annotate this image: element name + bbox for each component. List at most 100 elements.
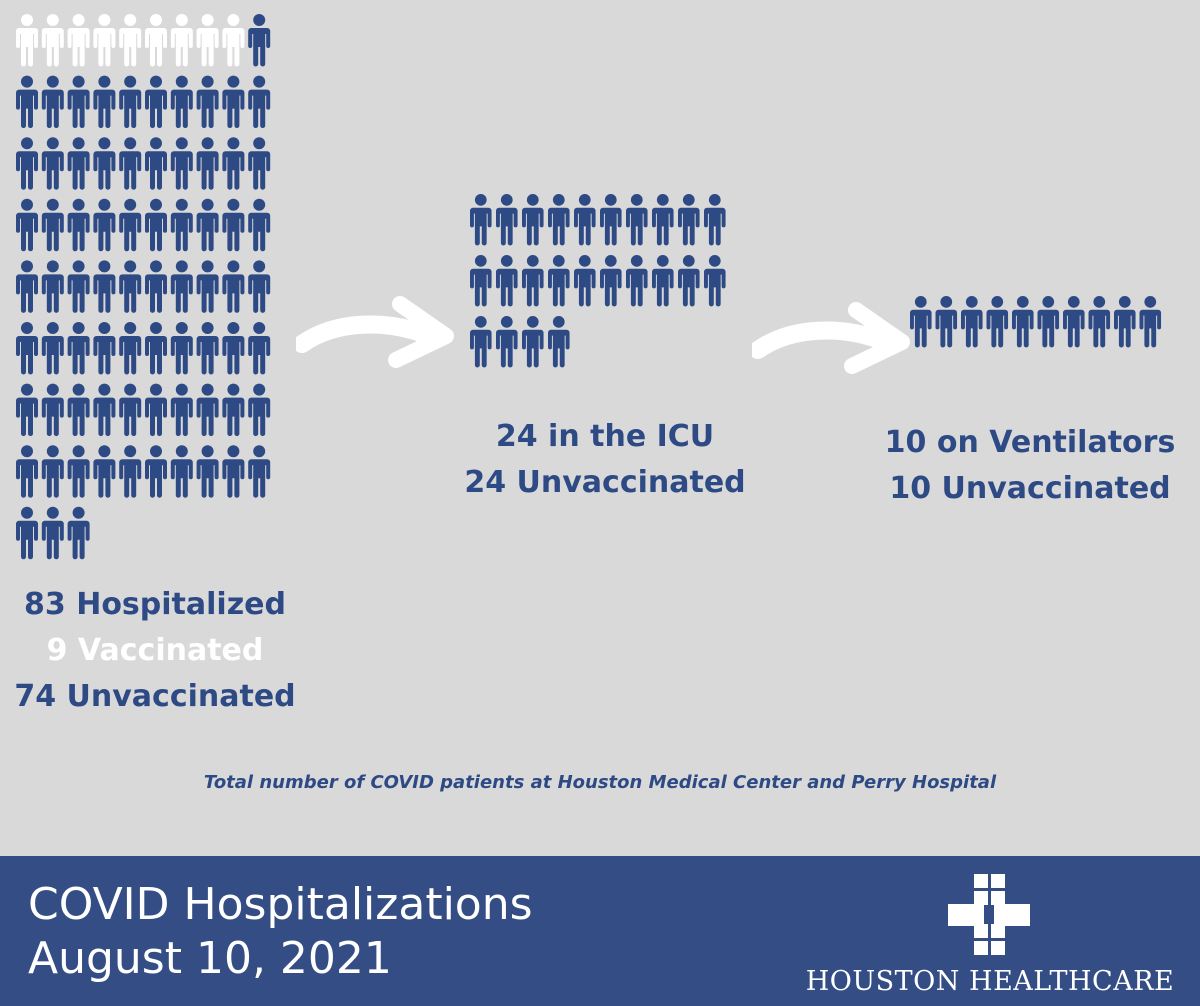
unvaccinated-person-icon (196, 322, 219, 375)
unvaccinated-person-icon (574, 194, 596, 246)
unvaccinated-person-icon (41, 260, 64, 313)
unvaccinated-person-icon (626, 194, 648, 246)
unvaccinated-person-icon (248, 260, 271, 313)
unvaccinated-person-icon (196, 445, 219, 498)
unvaccinated-person-icon (41, 445, 64, 498)
vaccinated-person-icon (41, 14, 64, 67)
unvaccinated-person-icon (522, 255, 544, 307)
vaccinated-person-icon (16, 14, 38, 67)
unvaccinated-person-icon (119, 322, 142, 375)
unvaccinated-person-icon (170, 383, 193, 437)
unvaccinated-person-icon (222, 75, 245, 129)
footer-banner: COVID Hospitalizations August 10, 2021 H… (0, 856, 1200, 1006)
vaccinated-person-icon (119, 14, 142, 67)
unvaccinated-person-icon (496, 194, 518, 246)
unvaccinated-person-icon (145, 137, 167, 190)
unvaccinated-person-icon (1114, 296, 1136, 348)
unvaccinated-person-icon (16, 137, 38, 190)
unvaccinated-person-icon (93, 137, 116, 190)
unvaccinated-person-icon (170, 75, 193, 129)
unvaccinated-person-icon (145, 260, 167, 313)
unvaccinated-person-icon (119, 383, 142, 437)
unvaccinated-person-icon (704, 255, 726, 307)
unvaccinated-person-icon (1037, 296, 1060, 348)
unvaccinated-person-icon (522, 194, 544, 246)
curved-arrow-icon (749, 296, 912, 380)
unvaccinated-person-icon (222, 260, 245, 313)
unvaccinated-person-icon (600, 194, 622, 246)
icu-unvaccinated-label: 24 Unvaccinated (464, 465, 746, 500)
unvaccinated-person-icon (67, 260, 90, 313)
footnote: Total number of COVID patients at Housto… (203, 772, 997, 793)
unvaccinated-person-icon (678, 255, 700, 307)
unvaccinated-person-icon (41, 506, 64, 560)
hospitalized-pictogram (16, 14, 286, 564)
unvaccinated-person-icon (1139, 296, 1162, 348)
unvaccinated-person-icon (67, 322, 90, 375)
ventilator-stats: 10 on Ventilators 10 Unvaccinated (880, 420, 1180, 512)
unvaccinated-person-icon (935, 296, 958, 348)
logo-wordmark: HOUSTON HEALTHCARE (805, 966, 1175, 997)
unvaccinated-person-icon (67, 383, 90, 437)
unvaccinated-person-icon (16, 198, 38, 252)
ventilator-total-label: 10 on Ventilators (884, 425, 1176, 460)
unvaccinated-person-icon (1063, 296, 1085, 348)
vaccinated-person-icon (145, 14, 167, 67)
unvaccinated-person-icon (119, 198, 142, 252)
unvaccinated-person-icon (196, 137, 219, 190)
hospitalized-stats: 83 Hospitalized 9 Vaccinated 74 Unvaccin… (0, 582, 310, 720)
unvaccinated-person-icon (119, 137, 142, 190)
unvaccinated-person-icon (93, 383, 116, 437)
unvaccinated-person-icon (600, 255, 622, 307)
unvaccinated-person-icon (93, 75, 116, 129)
unvaccinated-person-icon (496, 255, 518, 307)
vaccinated-person-icon (67, 14, 90, 67)
unvaccinated-person-icon (248, 445, 271, 498)
unvaccinated-person-icon (248, 198, 271, 252)
unvaccinated-person-icon (248, 322, 271, 375)
unvaccinated-person-icon (548, 316, 570, 368)
unvaccinated-person-icon (222, 198, 245, 252)
unvaccinated-person-icon (248, 14, 271, 67)
unvaccinated-person-icon (41, 198, 64, 252)
icu-pictogram (470, 194, 740, 384)
unvaccinated-person-icon (145, 75, 167, 129)
unvaccinated-person-icon (222, 137, 245, 190)
unvaccinated-person-icon (119, 260, 142, 313)
unvaccinated-person-icon (16, 75, 38, 129)
unvaccinated-person-icon (196, 260, 219, 313)
unvaccinated-person-icon (145, 198, 167, 252)
curved-arrow-icon (293, 290, 456, 374)
unvaccinated-person-icon (196, 75, 219, 129)
unvaccinated-person-icon (170, 445, 193, 498)
hospitalized-total-label: 83 Hospitalized (24, 587, 286, 622)
ventilator-pictogram (910, 296, 1180, 356)
unvaccinated-count-label: 74 Unvaccinated (14, 679, 296, 714)
icu-stats: 24 in the ICU 24 Unvaccinated (440, 414, 770, 506)
unvaccinated-person-icon (496, 316, 518, 368)
unvaccinated-person-icon (222, 322, 245, 375)
unvaccinated-person-icon (93, 198, 116, 252)
unvaccinated-person-icon (93, 445, 116, 498)
unvaccinated-person-icon (196, 198, 219, 252)
unvaccinated-person-icon (16, 445, 38, 498)
unvaccinated-person-icon (470, 255, 492, 307)
unvaccinated-person-icon (170, 322, 193, 375)
unvaccinated-person-icon (1088, 296, 1111, 348)
unvaccinated-person-icon (119, 445, 142, 498)
unvaccinated-person-icon (16, 260, 38, 313)
unvaccinated-person-icon (626, 255, 648, 307)
unvaccinated-person-icon (1012, 296, 1034, 348)
unvaccinated-person-icon (16, 383, 38, 437)
unvaccinated-person-icon (67, 198, 90, 252)
banner-title: COVID Hospitalizations August 10, 2021 (28, 878, 533, 986)
unvaccinated-person-icon (170, 198, 193, 252)
unvaccinated-person-icon (67, 137, 90, 190)
unvaccinated-person-icon (248, 75, 271, 129)
unvaccinated-person-icon (41, 383, 64, 437)
unvaccinated-person-icon (678, 194, 700, 246)
medical-cross-icon (948, 874, 1032, 962)
icu-total-label: 24 in the ICU (495, 419, 715, 454)
vaccinated-person-icon (93, 14, 116, 67)
unvaccinated-person-icon (170, 137, 193, 190)
